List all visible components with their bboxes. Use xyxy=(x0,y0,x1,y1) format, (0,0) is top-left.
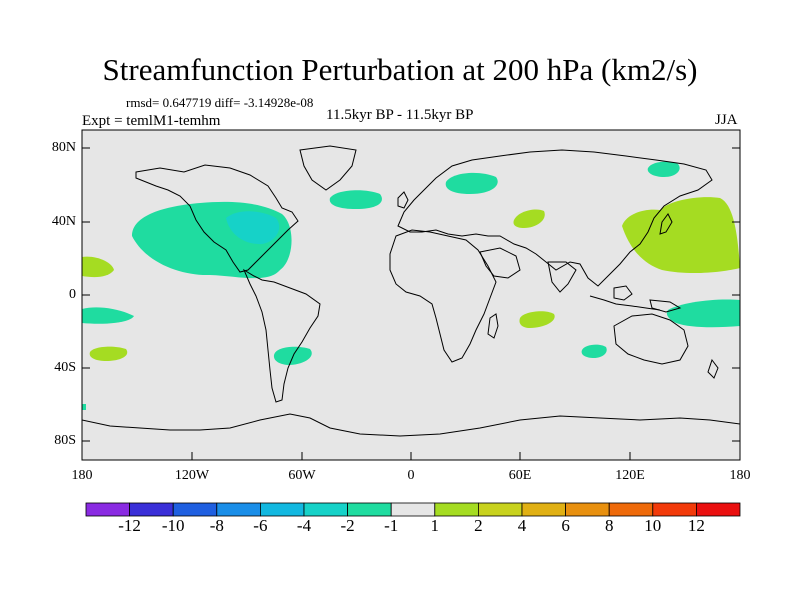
colorbar-label: 4 xyxy=(517,516,527,535)
colorbar-swatch xyxy=(434,502,479,517)
anomaly-east-pacific-positive xyxy=(82,256,114,278)
x-tick-label: 0 xyxy=(407,468,415,483)
colorbar-swatch xyxy=(259,502,305,517)
x-tick-label: 180 xyxy=(71,468,93,483)
colorbar-label: -2 xyxy=(340,516,355,535)
colorbar-label: 10 xyxy=(644,516,662,535)
anomaly-indian-ocean-positive xyxy=(519,311,555,328)
coast-greenland xyxy=(299,145,357,191)
colorbar-label: -12 xyxy=(118,516,141,535)
anomaly-central-pacific xyxy=(82,307,134,324)
y-tick-label: 80S xyxy=(54,433,76,448)
period-label: 11.5kyr BP - 11.5kyr BP xyxy=(326,107,474,123)
colorbar-swatch xyxy=(303,502,348,517)
anomaly-north-atlantic xyxy=(329,190,382,209)
coast-africa xyxy=(389,229,497,363)
colorbar-swatch xyxy=(477,502,523,517)
coast-madagascar xyxy=(487,313,499,339)
chart-title: Streamfunction Perturbation at 200 hPa (… xyxy=(102,52,698,87)
colorbar-swatch xyxy=(216,502,261,517)
colorbar-swatch xyxy=(608,502,654,517)
colorbar xyxy=(85,502,741,517)
colorbar-swatch xyxy=(521,502,566,517)
anomaly-east-asia-positive xyxy=(622,197,740,274)
colorbar-label: -10 xyxy=(161,516,185,535)
colorbar-label: 2 xyxy=(474,516,483,535)
anomaly-west-pacific-tropical xyxy=(666,299,740,328)
coast-new-guinea xyxy=(649,299,682,313)
x-ticks xyxy=(81,452,741,460)
anomaly-arctic-east-siberia xyxy=(647,161,680,177)
x-tick-label: 180 xyxy=(729,468,751,483)
stats-text: rmsd= 0.647719 diff= -3.14928e-08 xyxy=(126,95,314,110)
colorbar-label: -6 xyxy=(253,516,268,535)
colorbar-swatch xyxy=(390,502,436,517)
coast-japan xyxy=(659,213,673,235)
coast-arabia xyxy=(479,247,521,279)
y-tick-label: 0 xyxy=(69,287,76,302)
colorbar-label: -1 xyxy=(384,516,399,535)
coast-south-america xyxy=(242,268,321,403)
colorbar-label: -8 xyxy=(209,516,224,535)
coast-british-isles xyxy=(397,191,409,209)
colorbar-swatch xyxy=(129,502,174,517)
experiment-label: Expt = temlM1-temhm xyxy=(82,113,221,129)
colorbar-label: -4 xyxy=(296,516,312,535)
coast-indonesia xyxy=(589,295,661,311)
y-ticks xyxy=(82,147,740,442)
colorbar-swatch xyxy=(696,502,741,517)
colorbar-label: 1 xyxy=(430,516,440,535)
coast-new-zealand xyxy=(707,358,719,379)
colorbar-swatch xyxy=(85,502,130,517)
coast-eurasia xyxy=(397,149,713,287)
colorbar-label: 12 xyxy=(687,516,705,535)
anomaly-arabia-positive xyxy=(513,209,545,228)
anomaly-east-pacific-west-edge xyxy=(82,404,86,410)
anomaly-indian-ocean-south xyxy=(581,344,607,358)
colorbar-label: 6 xyxy=(561,516,570,535)
colorbar-label: 8 xyxy=(604,516,614,535)
season-label: JJA xyxy=(715,112,738,128)
colorbar-swatch xyxy=(172,502,218,517)
coastlines xyxy=(82,145,740,437)
y-tick-label: 40N xyxy=(51,214,76,229)
y-tick-label: 40S xyxy=(54,360,76,375)
map-background xyxy=(82,130,740,460)
anomaly-south-pacific-positive xyxy=(89,346,128,361)
x-tick-label: 60E xyxy=(508,468,532,483)
coast-antarctica xyxy=(82,413,740,437)
anomaly-great-lakes-core xyxy=(226,211,280,245)
colorbar-swatch xyxy=(652,502,697,517)
y-tick-label: 80N xyxy=(51,140,76,155)
anomaly-eastern-europe xyxy=(445,172,498,194)
x-tick-label: 120E xyxy=(615,468,645,483)
coast-india xyxy=(547,261,577,293)
x-tick-label: 120W xyxy=(174,468,210,483)
coast-borneo xyxy=(613,285,633,301)
x-tick-label: 60W xyxy=(288,468,316,483)
coast-australia xyxy=(613,313,689,365)
coast-north-america xyxy=(135,164,299,273)
colorbar-swatch xyxy=(347,502,392,517)
colorbar-swatch xyxy=(565,502,610,517)
